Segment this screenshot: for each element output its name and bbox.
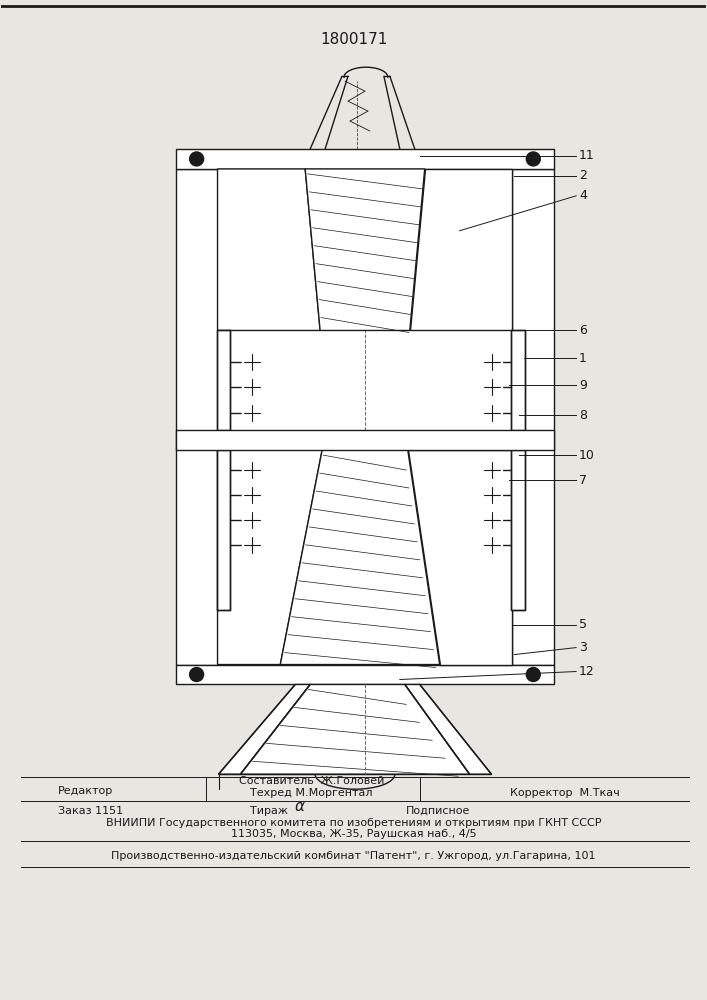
Text: Заказ 1151: Заказ 1151: [58, 806, 123, 816]
Polygon shape: [218, 450, 322, 665]
Circle shape: [189, 668, 204, 681]
Circle shape: [482, 510, 503, 530]
Circle shape: [526, 668, 540, 681]
Text: 7: 7: [579, 474, 587, 487]
Polygon shape: [305, 169, 425, 330]
Polygon shape: [176, 169, 218, 665]
Polygon shape: [218, 684, 310, 774]
Text: Редактор: Редактор: [58, 786, 113, 796]
Polygon shape: [176, 430, 554, 450]
Polygon shape: [216, 330, 230, 430]
Circle shape: [482, 377, 503, 397]
Circle shape: [243, 460, 262, 480]
Circle shape: [482, 485, 503, 505]
Text: 10: 10: [579, 449, 595, 462]
Text: 9: 9: [579, 379, 587, 392]
Circle shape: [482, 460, 503, 480]
Polygon shape: [240, 684, 469, 774]
Circle shape: [482, 403, 503, 423]
Circle shape: [243, 510, 262, 530]
Text: 4: 4: [579, 189, 587, 202]
Text: 12: 12: [579, 665, 595, 678]
Text: 8: 8: [579, 409, 587, 422]
Text: $\alpha$: $\alpha$: [294, 799, 306, 814]
Circle shape: [243, 535, 262, 555]
Polygon shape: [280, 450, 440, 665]
Polygon shape: [511, 330, 525, 430]
Polygon shape: [176, 665, 554, 684]
Text: Техред М.Моргентал: Техред М.Моргентал: [250, 788, 373, 798]
Text: Корректор  М.Ткач: Корректор М.Ткач: [510, 788, 619, 798]
Text: 11: 11: [579, 149, 595, 162]
Text: 113035, Москва, Ж-35, Раушская наб., 4/5: 113035, Москва, Ж-35, Раушская наб., 4/5: [230, 829, 477, 839]
Polygon shape: [216, 450, 230, 610]
Polygon shape: [218, 169, 320, 330]
Text: 3: 3: [579, 641, 587, 654]
Polygon shape: [513, 169, 554, 665]
Text: 1: 1: [579, 352, 587, 365]
Circle shape: [526, 152, 540, 166]
Text: Подписное: Подписное: [406, 806, 470, 816]
Text: Производственно-издательский комбинат "Патент", г. Ужгород, ул.Гагарина, 101: Производственно-издательский комбинат "П…: [111, 851, 596, 861]
Text: 5: 5: [579, 618, 587, 631]
Text: 1800171: 1800171: [320, 32, 387, 47]
Text: 6: 6: [579, 324, 587, 337]
Circle shape: [243, 352, 262, 372]
Circle shape: [189, 152, 204, 166]
Bar: [176, 149, 554, 684]
Polygon shape: [408, 450, 513, 665]
Text: Тираж: Тираж: [250, 806, 288, 816]
Circle shape: [243, 377, 262, 397]
Text: ВНИИПИ Государственного комитета по изобретениям и открытиям при ГКНТ СССР: ВНИИПИ Государственного комитета по изоб…: [106, 818, 601, 828]
Circle shape: [243, 485, 262, 505]
Text: Составитель  Ж.Головей: Составитель Ж.Головей: [238, 776, 384, 786]
Circle shape: [482, 535, 503, 555]
Polygon shape: [405, 684, 491, 774]
Circle shape: [243, 403, 262, 423]
Polygon shape: [410, 169, 513, 330]
Text: 2: 2: [579, 169, 587, 182]
Circle shape: [482, 352, 503, 372]
Polygon shape: [511, 450, 525, 610]
Polygon shape: [176, 149, 554, 169]
